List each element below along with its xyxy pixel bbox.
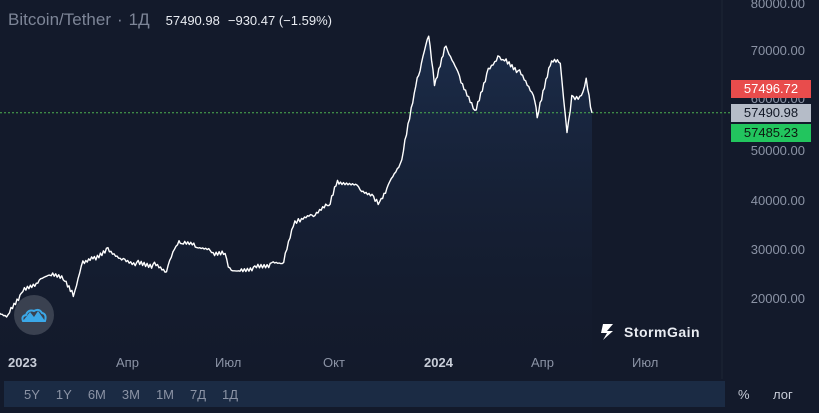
range-7d-button[interactable]: 7Д	[190, 386, 207, 402]
time-label: 2023	[8, 355, 37, 370]
time-label: Июл	[215, 355, 242, 370]
bid-price-tag: 57485.23	[731, 124, 811, 142]
cloud-logo-icon	[21, 308, 47, 322]
last-price-tag: 57490.98	[731, 104, 811, 122]
price-label: 20000.00	[750, 291, 805, 306]
range-3m-button[interactable]: 3M	[121, 386, 140, 402]
range-5y-button[interactable]: 5Y	[24, 386, 40, 402]
price-change: −930.47 (−1.59%)	[227, 13, 332, 28]
time-label: Окт	[323, 355, 345, 370]
price-label: 80000.00	[750, 0, 805, 11]
range-1m-button[interactable]: 1M	[155, 386, 174, 402]
symbol-header: Bitcoin/Tether · 1Д 57490.98 −930.47 (−1…	[8, 10, 332, 30]
price-area	[0, 36, 592, 379]
price-line	[0, 35, 593, 318]
ask-price-tag: 57496.72	[731, 80, 811, 98]
time-label: Апр	[116, 355, 139, 370]
time-label: Июл	[632, 355, 659, 370]
symbol-title[interactable]: Bitcoin/Tether	[8, 10, 111, 29]
separator-dot: ·	[117, 10, 123, 29]
range-1y-button[interactable]: 1Y	[55, 386, 72, 402]
price-label: 50000.00	[750, 143, 805, 158]
time-label: 2024	[424, 355, 453, 370]
price-chart[interactable]	[0, 0, 819, 379]
time-label: Апр	[531, 355, 554, 370]
brand-name: StormGain	[624, 324, 701, 340]
percent-scale-toggle[interactable]: %	[738, 387, 750, 402]
bottom-toolbar: 5Y 1Y 6M 3M 1M 7Д 1Д % лог	[0, 379, 819, 413]
timeframe-label[interactable]: 1Д	[128, 10, 150, 29]
tradingview-logo-button[interactable]	[14, 295, 54, 335]
stormgain-logo-icon	[601, 324, 613, 340]
price-label: 30000.00	[750, 242, 805, 257]
stormgain-brand: StormGain	[598, 322, 700, 342]
range-selector: 5Y 1Y 6M 3M 1M 7Д 1Д	[4, 381, 725, 407]
log-scale-toggle[interactable]: лог	[773, 387, 793, 402]
price-label: 70000.00	[750, 43, 805, 58]
current-price: 57490.98	[165, 13, 220, 28]
price-label: 40000.00	[750, 193, 805, 208]
range-1d-button[interactable]: 1Д	[222, 386, 239, 402]
range-6m-button[interactable]: 6M	[87, 386, 106, 402]
